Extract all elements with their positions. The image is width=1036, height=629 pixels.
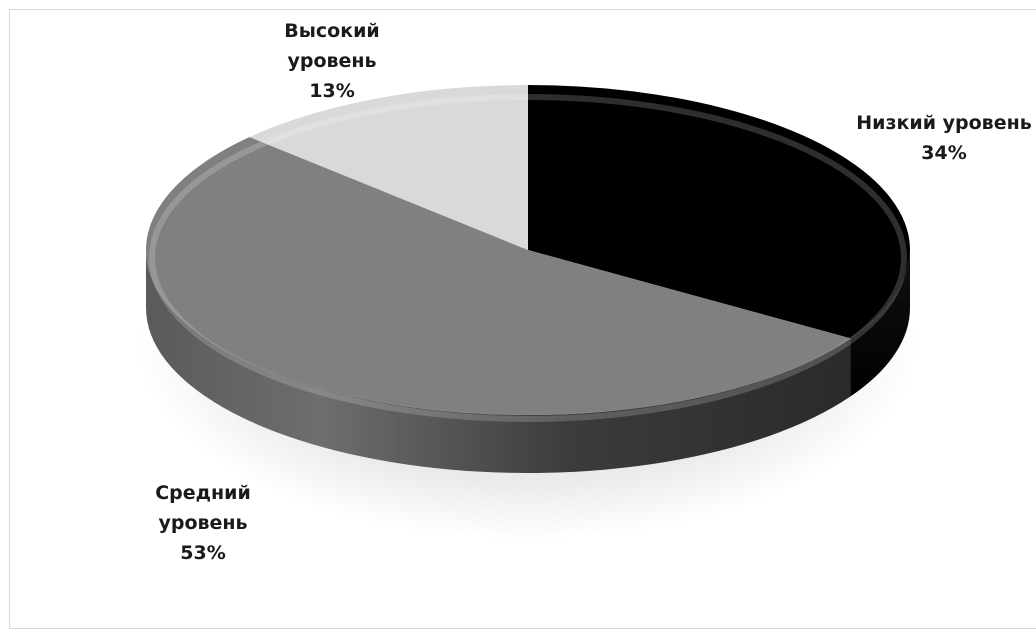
pie-bevel-highlight bbox=[149, 94, 907, 422]
slice-percent: 53% bbox=[180, 542, 226, 564]
pie-slice-2 bbox=[249, 85, 528, 250]
slice-percent: 34% bbox=[921, 142, 967, 164]
slice-label-text: уровень bbox=[158, 512, 248, 534]
pie-slice-side-1 bbox=[146, 250, 851, 474]
slice-label-text: уровень bbox=[287, 50, 377, 72]
slice-label-0: Низкий уровень 34% bbox=[849, 108, 1036, 168]
pie-slice-1 bbox=[146, 137, 851, 415]
slice-label-text: Средний bbox=[155, 482, 251, 504]
slice-label-1: Средний уровень 53% bbox=[148, 478, 258, 568]
slice-label-text: Высокий bbox=[284, 20, 380, 42]
pie-chart bbox=[138, 85, 918, 540]
slice-label-2: Высокий уровень 13% bbox=[272, 16, 392, 106]
slice-percent: 13% bbox=[309, 80, 355, 102]
slice-label-text: Низкий уровень bbox=[856, 112, 1032, 134]
pie-slice-0 bbox=[528, 85, 910, 339]
pie-slice-side-0 bbox=[850, 250, 910, 397]
